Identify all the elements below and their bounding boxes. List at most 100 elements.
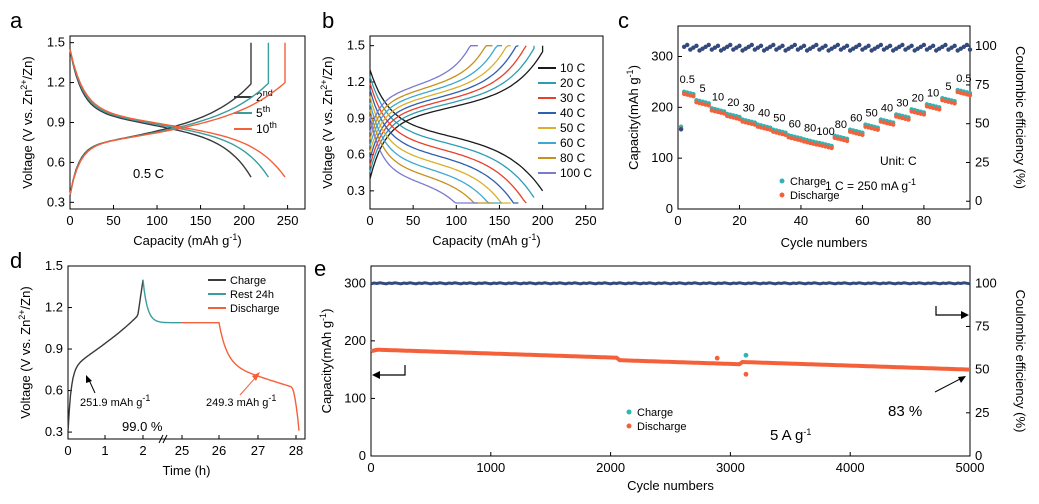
series-line-charge: [369, 45, 519, 159]
y-tick-label: 0.6: [45, 383, 63, 398]
y2-tick-label: 0: [975, 193, 982, 208]
legend-label: 10th: [256, 120, 277, 136]
legend-label-part: nd: [263, 88, 273, 98]
series-line-rest: [142, 279, 182, 324]
legend-label-part: th: [269, 120, 277, 130]
x-tick-label: 50: [106, 213, 120, 228]
efficiency-point: [758, 43, 764, 49]
arrowhead: [252, 372, 260, 381]
rate-label: 20: [727, 97, 739, 109]
rate-label: 10: [927, 87, 939, 99]
rate-label: 0.5: [956, 73, 971, 85]
x-axis-title-part: Capacity (mAh g: [432, 233, 528, 248]
series-line-charge: [369, 45, 535, 173]
x-tick-label: 3000: [716, 460, 745, 475]
panel-letter: b: [322, 8, 334, 33]
efficiency-point: [952, 43, 957, 49]
x-tick-label: 2: [139, 443, 146, 458]
y-axis-title-part: -1: [625, 69, 635, 77]
efficiency-point: [887, 43, 893, 49]
y-tick-label: 100: [344, 390, 366, 405]
outlier-point: [743, 352, 749, 358]
efficiency-point: [706, 42, 711, 48]
y-axis-title: Voltage (V vs. Zn2+/Zn): [319, 56, 335, 188]
x-tick-label: 1000: [476, 460, 505, 475]
efficiency-point: [930, 43, 936, 49]
rate-label: 40: [881, 103, 893, 115]
series-line-discharge: [369, 76, 535, 198]
efficiency-point: [715, 43, 721, 49]
y-axis-title-part: Voltage (V vs. Zn: [320, 90, 335, 189]
retention-arrow: [934, 377, 963, 393]
efficiency-point: [866, 43, 871, 49]
series-line-charge: [69, 42, 286, 195]
series-line-charge: [369, 45, 527, 166]
rate-label: 40: [758, 108, 770, 120]
efficiency-point: [823, 43, 828, 49]
legend-label: 60 C: [560, 136, 586, 150]
y-tick-label: 1.5: [47, 35, 65, 50]
x-tick-label: 100: [146, 213, 168, 228]
annotation-efficiency: 99.0 %: [122, 419, 163, 434]
x-tick-label: 4000: [836, 460, 865, 475]
y-axis-title: Voltage (V vs. Zn2+/Zn): [19, 56, 35, 188]
efficiency-point: [878, 42, 884, 48]
legend-marker: [779, 192, 785, 198]
efficiency-point: [844, 43, 850, 49]
y-axis-title-part: ): [319, 309, 334, 313]
axis-break-mark: [158, 434, 164, 444]
x-tick-label: 200: [233, 213, 255, 228]
x-tick-label: 1: [101, 443, 108, 458]
legend-marker: [779, 178, 785, 184]
rate-label: 0.5: [680, 74, 695, 86]
discharge-point: [967, 92, 973, 98]
y2-tick-label: 75: [975, 77, 989, 92]
discharge-point: [937, 107, 942, 112]
series-line-discharge: [69, 49, 286, 178]
series-line-discharge: [369, 83, 527, 204]
rate-label: 5: [700, 83, 706, 95]
annotation-arrow: [88, 379, 96, 394]
y-tick-label: 1.2: [47, 75, 65, 90]
efficiency-point: [780, 43, 785, 49]
y-tick-label: 0.6: [347, 147, 365, 162]
y-axis-title-part: 2+: [19, 79, 29, 89]
series-line-discharge: [369, 89, 519, 204]
x-tick-label: 27: [251, 443, 265, 458]
efficiency-point: [814, 42, 819, 48]
rate-label: 100: [816, 126, 834, 138]
legend-label: Discharge: [230, 303, 280, 315]
rate-label: 60: [850, 113, 862, 125]
efficiency-point: [964, 42, 970, 48]
outlier-point: [714, 355, 720, 361]
x-tick-label: 150: [190, 213, 212, 228]
y-axis-title-part: Voltage (V vs. Zn: [18, 320, 33, 419]
y-tick-label: 0.6: [47, 154, 65, 169]
y-tick-label: 0.9: [45, 341, 63, 356]
efficiency-point: [749, 42, 754, 48]
y-tick-label: 300: [344, 275, 366, 290]
x-tick-label: 0: [674, 213, 681, 228]
rate-label: 60: [789, 118, 801, 130]
legend-marker: [626, 423, 632, 429]
y2-axis-title: Coulombic efficiency (%): [1013, 46, 1028, 189]
panel-letter: a: [10, 8, 23, 33]
discharge-point: [706, 103, 711, 108]
annotation-discharge: 249.3 mAh g-1: [206, 393, 276, 409]
efficiency-point: [967, 47, 973, 52]
y-tick-label: 300: [651, 49, 673, 64]
annotation-discharge-part: 249.3 mAh g: [206, 397, 268, 409]
x-tick-label: 2000: [596, 460, 625, 475]
x-axis-title-part: ): [237, 233, 241, 248]
panel-letter: e: [314, 256, 326, 281]
y-axis-title-part: /Zn): [18, 286, 33, 309]
y-axis-title: Capacity(mAh g-1): [318, 309, 334, 414]
ratio-note-part: -1: [908, 177, 916, 187]
x-tick-label: 25: [175, 443, 189, 458]
x-tick-label: 50: [406, 213, 420, 228]
ratio-note: 1 C = 250 mA g-1: [825, 177, 916, 193]
current-label-part: -1: [803, 427, 811, 437]
series-line-charge: [369, 45, 511, 153]
y-tick-label: 0.3: [47, 194, 65, 209]
